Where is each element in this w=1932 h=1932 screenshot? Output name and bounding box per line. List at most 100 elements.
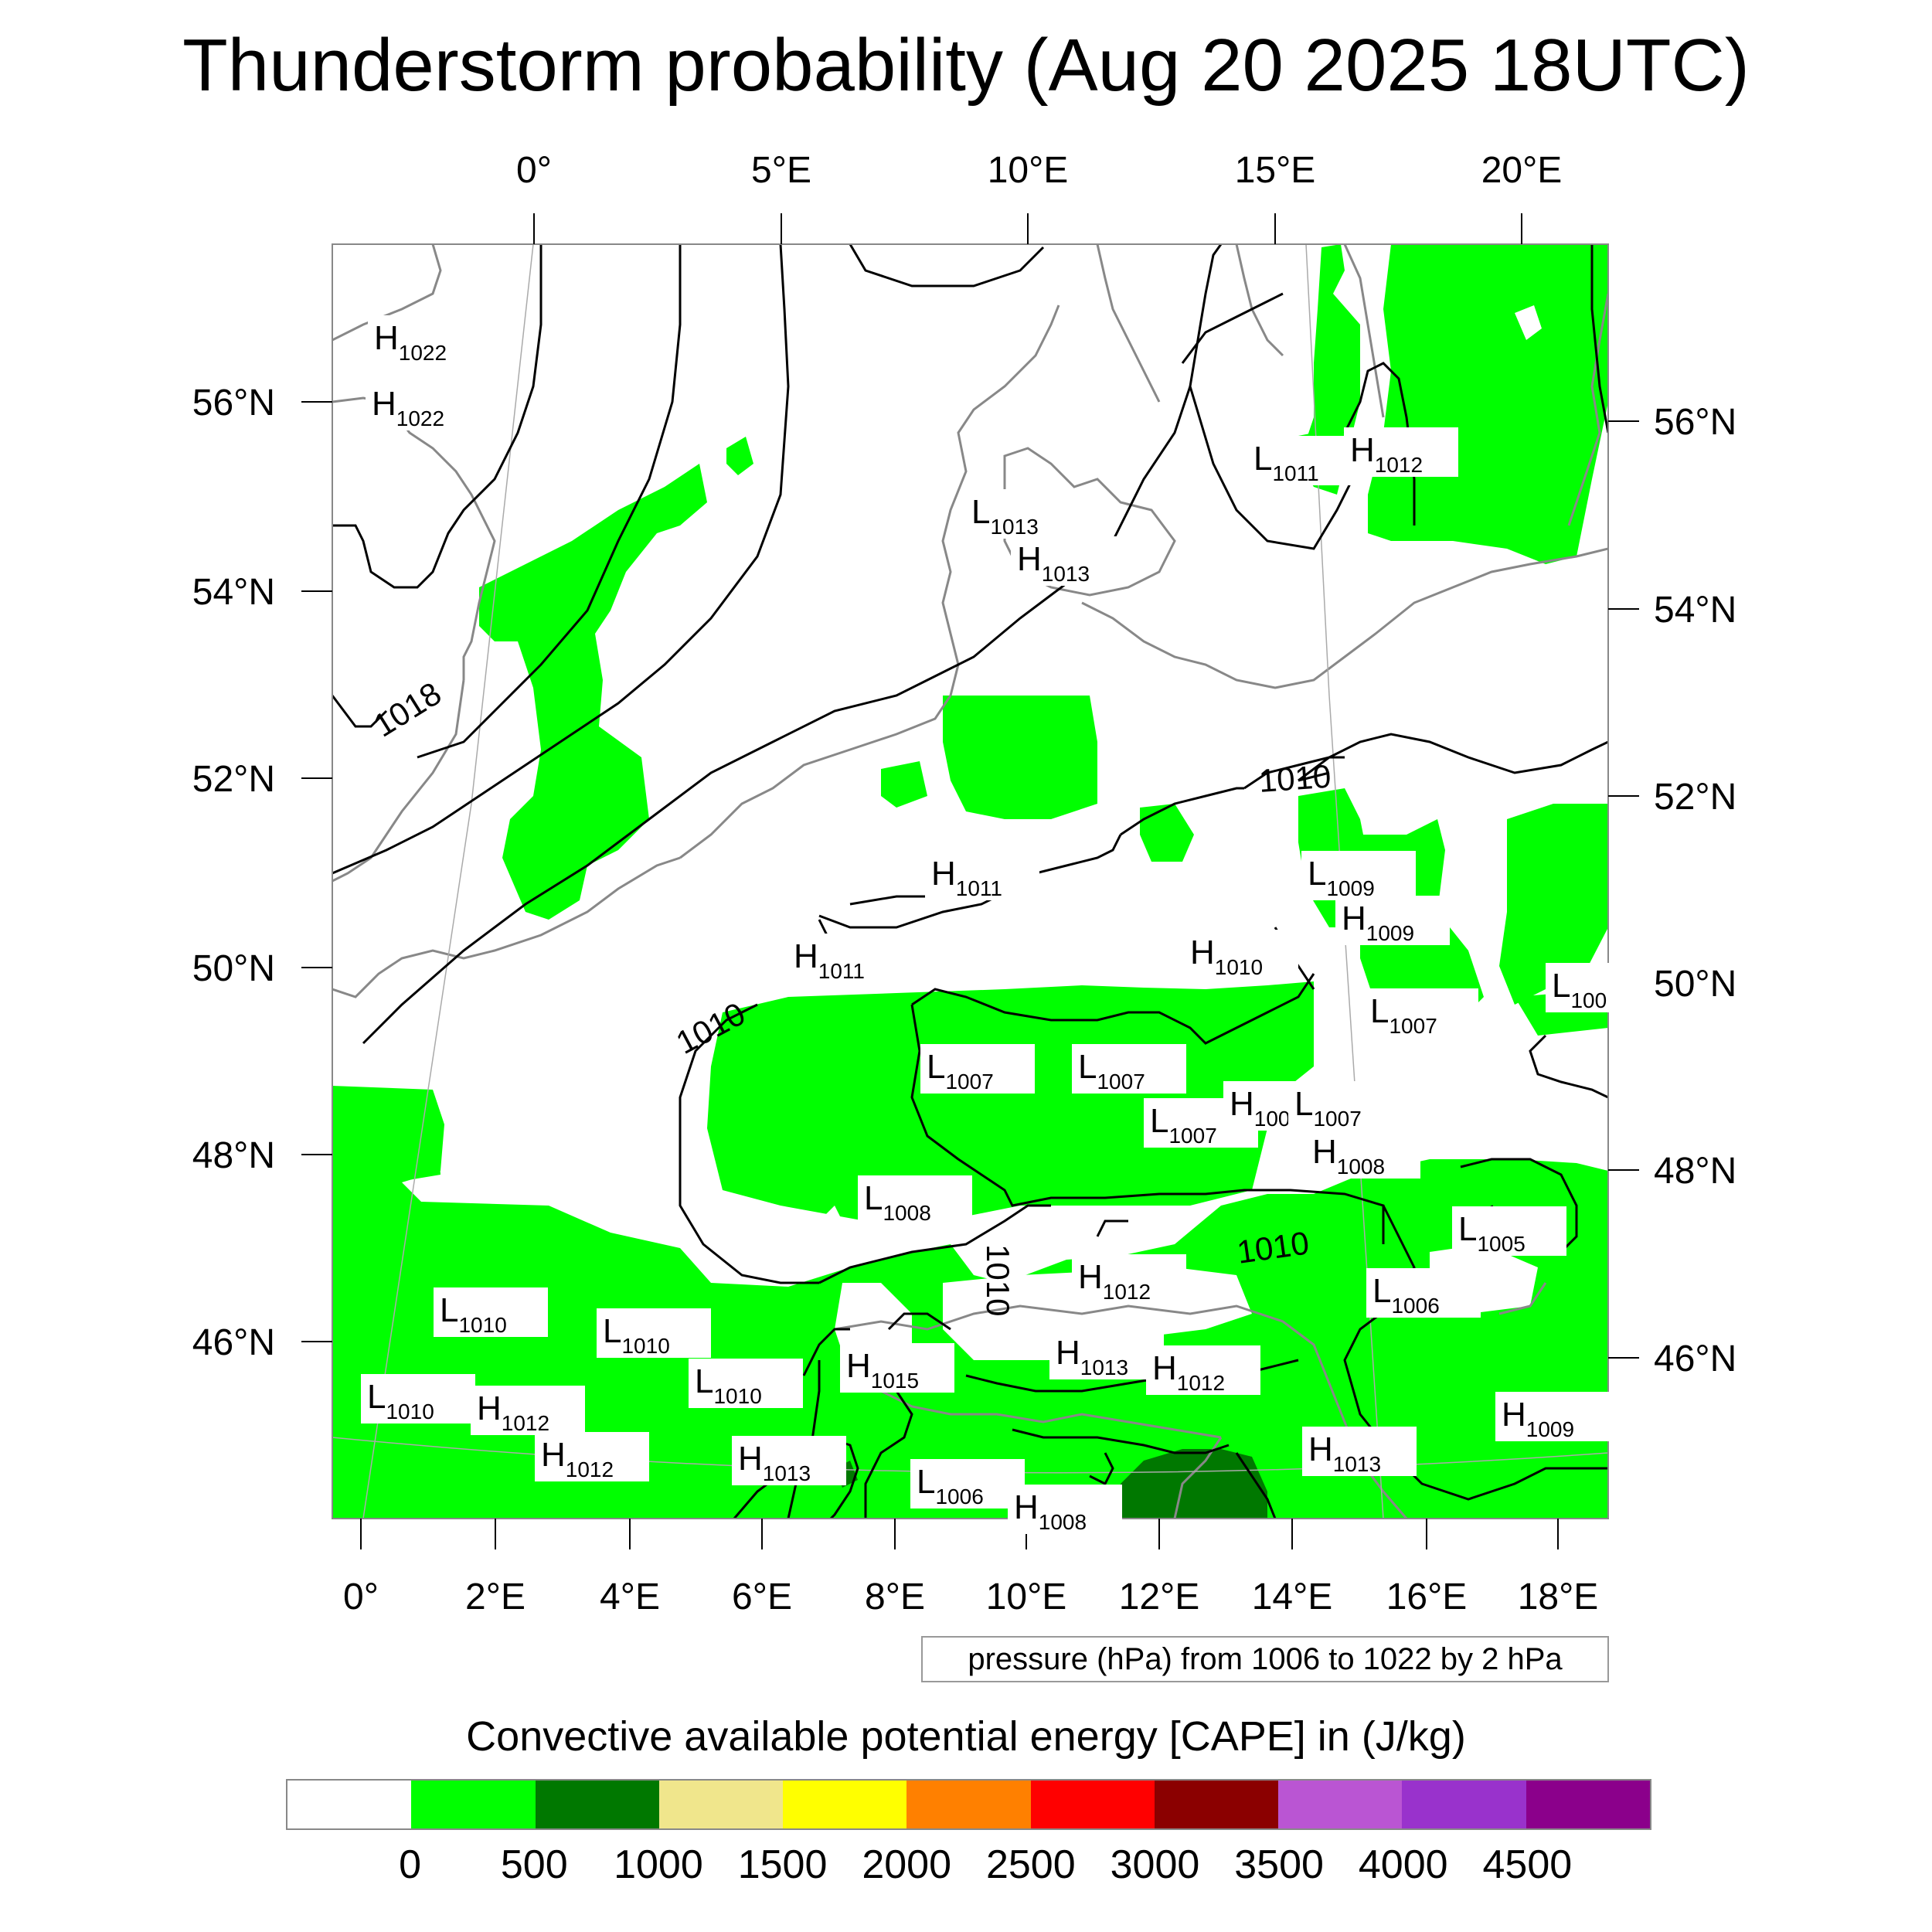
low-pressure-label: L1008 bbox=[864, 1179, 931, 1225]
pressure-center-box bbox=[1049, 1330, 1164, 1379]
colorbar-swatch bbox=[1402, 1781, 1526, 1828]
bottom-lon-label: 18°E bbox=[1518, 1577, 1599, 1617]
colorbar-swatch bbox=[1030, 1781, 1155, 1828]
map-frame bbox=[332, 243, 1609, 1519]
chart-title: Thunderstorm probability (Aug 20 2025 18… bbox=[182, 24, 1750, 107]
low-pressure-label: L1007 bbox=[1078, 1048, 1145, 1094]
high-pressure-label: H1012 bbox=[1078, 1258, 1151, 1304]
colorbar-tick-label: 2000 bbox=[862, 1842, 952, 1887]
colorbar-tick-label: 1500 bbox=[737, 1842, 828, 1887]
high-pressure-label: H100 bbox=[1230, 1085, 1291, 1131]
pressure-center-box bbox=[925, 851, 1039, 900]
pressure-center-box bbox=[597, 1308, 711, 1358]
pressure-center-box bbox=[920, 1044, 1035, 1094]
pressure-center-box bbox=[1288, 1081, 1403, 1131]
high-pressure-label: H1009 bbox=[1342, 900, 1414, 945]
pressure-center-box bbox=[1366, 1268, 1481, 1318]
pressure-center-box bbox=[689, 1359, 803, 1408]
pressure-note: pressure (hPa) from 1006 to 1022 by 2 hP… bbox=[921, 1636, 1609, 1682]
low-pressure-label: L1007 bbox=[1294, 1085, 1362, 1131]
high-pressure-label: H1008 bbox=[1312, 1133, 1385, 1179]
isobar-label: 1010 bbox=[1257, 758, 1332, 799]
pressure-center-box bbox=[732, 1436, 846, 1485]
pressure-center-box bbox=[1072, 1044, 1186, 1094]
pressure-center-box bbox=[1008, 1485, 1122, 1534]
colorbar-swatch bbox=[658, 1781, 784, 1828]
high-pressure-label: H1012 bbox=[1152, 1349, 1225, 1395]
colorbar-title: Convective available potential energy [C… bbox=[466, 1713, 1466, 1760]
pressure-center-box bbox=[1344, 427, 1458, 477]
low-pressure-label: L1007 bbox=[1150, 1102, 1217, 1148]
pressure-center-box bbox=[1247, 436, 1362, 485]
bottom-lon-label: 6°E bbox=[732, 1577, 792, 1617]
pressure-center-box bbox=[368, 315, 482, 365]
left-lat-label: 50°N bbox=[192, 948, 275, 989]
high-pressure-label: H1008 bbox=[1014, 1488, 1087, 1534]
colorbar-swatch bbox=[411, 1781, 536, 1828]
left-lat-label: 46°N bbox=[192, 1322, 275, 1363]
right-lat-label: 54°N bbox=[1654, 590, 1736, 631]
high-pressure-label: H1013 bbox=[738, 1440, 811, 1485]
colorbar bbox=[286, 1779, 1651, 1830]
pressure-center-box bbox=[471, 1386, 585, 1435]
isobar-label: 1010 bbox=[980, 1244, 1016, 1316]
right-lat-label: 46°N bbox=[1654, 1338, 1736, 1379]
pressure-center-box bbox=[1011, 536, 1125, 586]
top-lon-label: 0° bbox=[516, 150, 552, 191]
colorbar-swatch bbox=[783, 1781, 907, 1828]
high-pressure-label: H1012 bbox=[1350, 431, 1423, 477]
right-lat-label: 48°N bbox=[1654, 1151, 1736, 1192]
colorbar-swatch bbox=[1278, 1781, 1403, 1828]
high-pressure-label: H1010 bbox=[1190, 934, 1263, 979]
high-pressure-label: H1012 bbox=[541, 1436, 614, 1481]
colorbar-tick-label: 3500 bbox=[1234, 1842, 1324, 1887]
bottom-lon-label: 12°E bbox=[1119, 1577, 1200, 1617]
colorbar-ticks: 0 500 1000 1500 2000 2500 3000 3500 4000 4500 bbox=[0, 1838, 1932, 1892]
colorbar-swatch bbox=[535, 1781, 659, 1828]
high-pressure-label: H1013 bbox=[1017, 540, 1090, 586]
low-pressure-label: L100 bbox=[1552, 967, 1607, 1012]
high-pressure-label: H1012 bbox=[477, 1389, 549, 1435]
low-pressure-label: L1010 bbox=[603, 1312, 670, 1358]
high-pressure-label: H1013 bbox=[1308, 1430, 1381, 1476]
isobar-label: 1018 bbox=[367, 675, 447, 743]
low-pressure-label: L1010 bbox=[695, 1362, 762, 1408]
top-lon-label: 5°E bbox=[751, 150, 811, 191]
colorbar-tick-label: 0 bbox=[399, 1842, 422, 1887]
low-pressure-label: L1006 bbox=[1372, 1272, 1440, 1318]
low-pressure-label: L1007 bbox=[1370, 992, 1437, 1038]
colorbar-tick-label: 4000 bbox=[1358, 1842, 1448, 1887]
pressure-center-box bbox=[1146, 1345, 1260, 1395]
pressure-center-box bbox=[1546, 963, 1641, 1012]
high-pressure-label: H1022 bbox=[372, 385, 444, 430]
high-pressure-label: H1011 bbox=[931, 855, 1002, 900]
low-pressure-label: L1007 bbox=[927, 1048, 994, 1094]
bottom-lon-label: 4°E bbox=[600, 1577, 660, 1617]
bottom-lon-label: 14°E bbox=[1252, 1577, 1333, 1617]
left-lat-label: 48°N bbox=[192, 1135, 275, 1176]
top-lon-label: 15°E bbox=[1235, 150, 1316, 191]
isobars bbox=[332, 244, 1608, 1519]
high-pressure-label: H1009 bbox=[1502, 1396, 1574, 1441]
pressure-center-box bbox=[1302, 1427, 1417, 1476]
bottom-lon-label: 16°E bbox=[1386, 1577, 1468, 1617]
bottom-lon-label: 0° bbox=[343, 1577, 379, 1617]
pressure-center-box bbox=[787, 934, 902, 983]
bottom-lon-label: 10°E bbox=[986, 1577, 1067, 1617]
colorbar-swatch bbox=[1526, 1781, 1650, 1828]
pressure-center-box bbox=[1301, 851, 1416, 900]
pressure-center-box bbox=[910, 1459, 1025, 1509]
low-pressure-label: L1005 bbox=[1458, 1210, 1526, 1256]
colorbar-swatch bbox=[287, 1781, 412, 1828]
left-lat-label: 52°N bbox=[192, 759, 275, 800]
left-lat-label: 56°N bbox=[192, 383, 275, 423]
pressure-center-box bbox=[434, 1287, 548, 1337]
bottom-lon-label: 8°E bbox=[865, 1577, 925, 1617]
pressure-center-box bbox=[858, 1175, 972, 1225]
pressure-center-box bbox=[366, 381, 480, 430]
pressure-center-box bbox=[965, 489, 1080, 539]
pressure-center-box bbox=[1072, 1254, 1186, 1304]
colorbar-swatch bbox=[1154, 1781, 1279, 1828]
low-pressure-label: L1011 bbox=[1253, 440, 1319, 485]
